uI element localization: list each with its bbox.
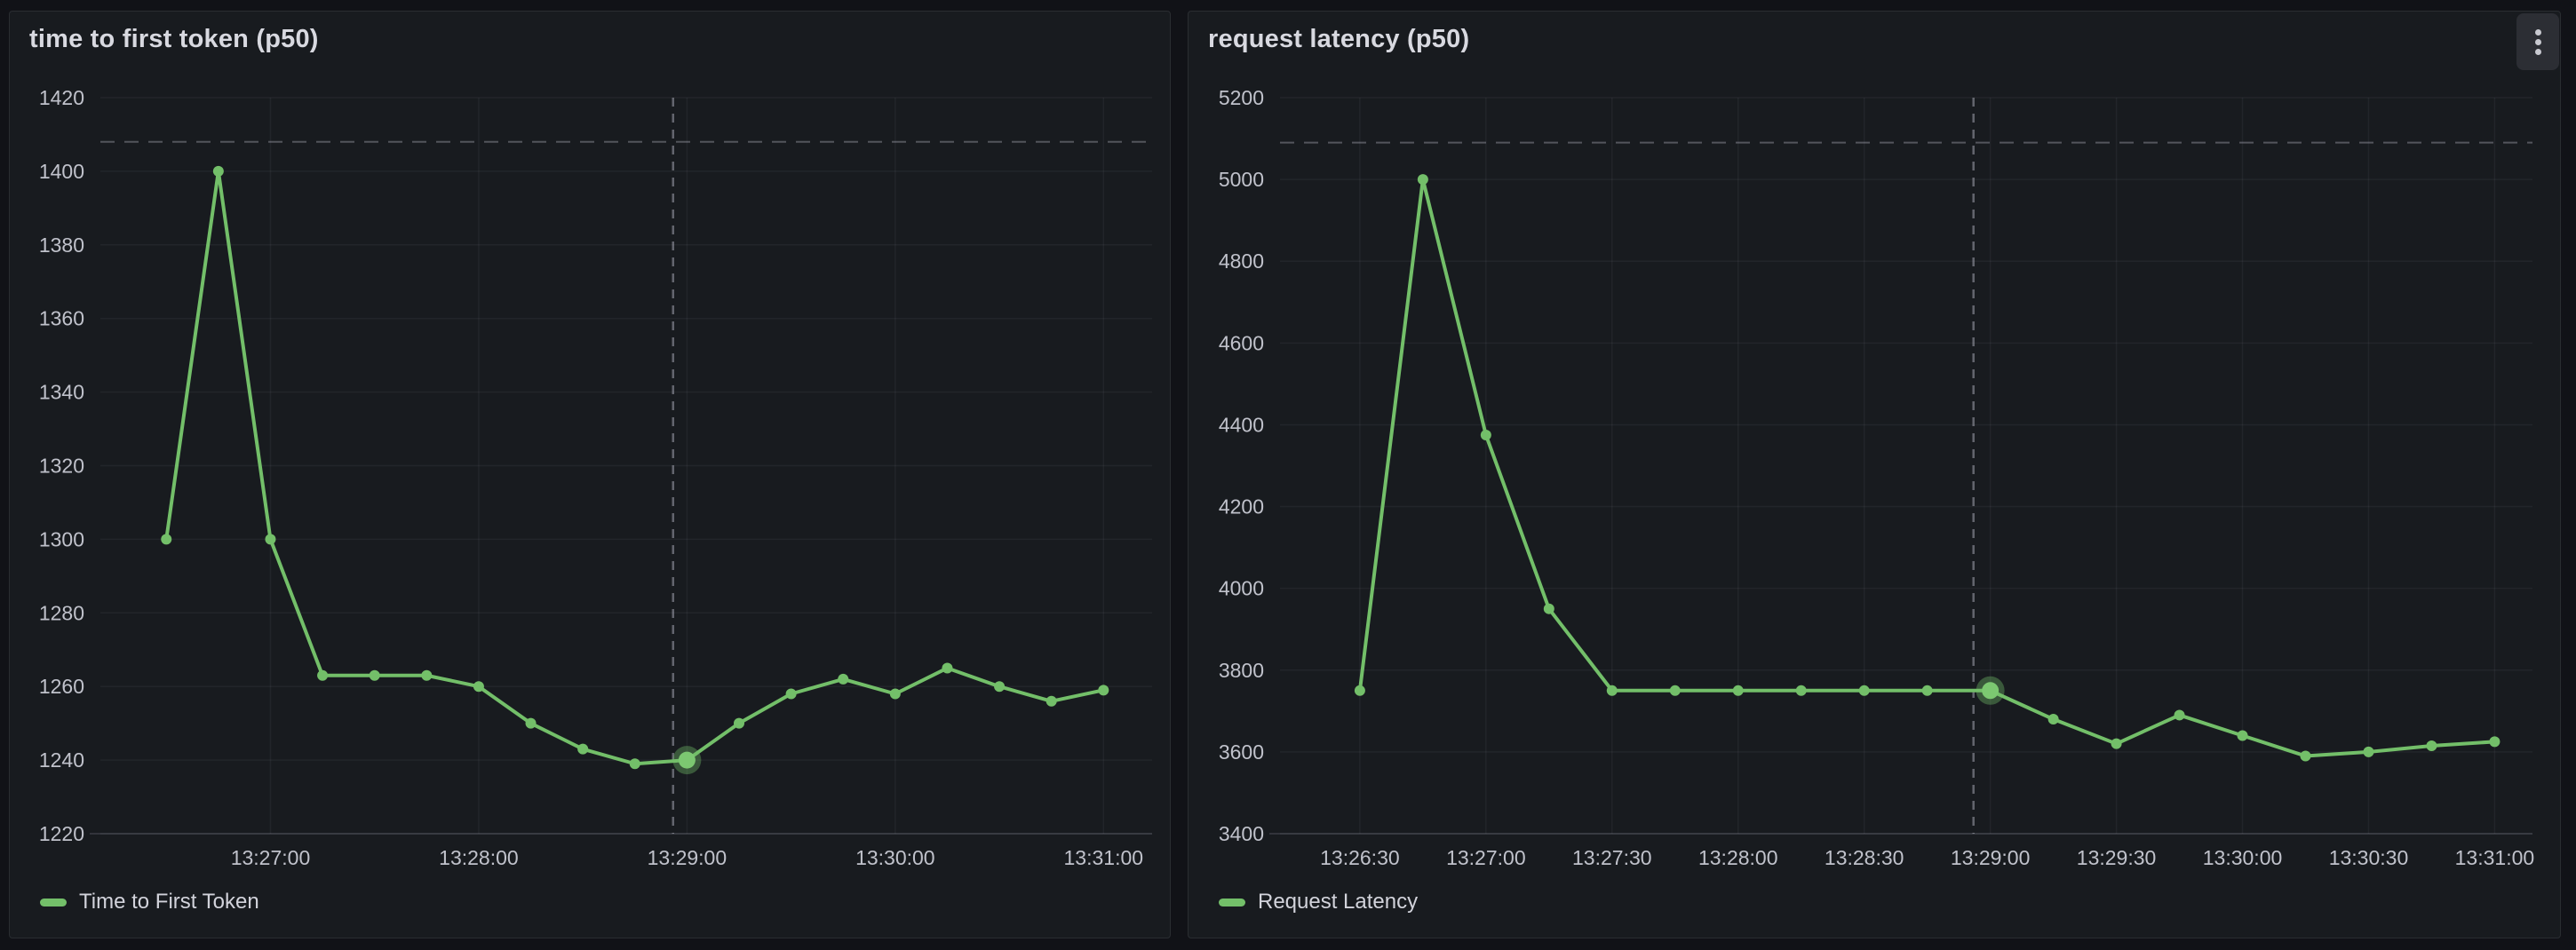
series-line — [164, 169, 1106, 766]
data-point[interactable] — [1354, 685, 1365, 696]
data-point[interactable] — [161, 534, 172, 545]
data-point[interactable] — [889, 688, 901, 700]
x-axis-tick-label: 13:31:00 — [2455, 846, 2535, 869]
highlighted-point[interactable] — [678, 751, 696, 769]
data-point[interactable] — [1543, 603, 1554, 614]
data-point[interactable] — [838, 673, 849, 685]
y-axis-tick-label: 1280 — [39, 601, 84, 624]
legend-label: Request Latency — [1258, 890, 1419, 914]
x-axis-tick-label: 13:30:00 — [2203, 846, 2283, 869]
data-point[interactable] — [1046, 695, 1057, 707]
data-point[interactable] — [1417, 174, 1428, 186]
y-axis-tick-label: 1240 — [39, 748, 84, 772]
panel-title[interactable]: request latency (p50) — [1208, 25, 1470, 53]
data-point[interactable] — [2111, 738, 2122, 749]
panel-title[interactable]: time to first token (p50) — [29, 25, 319, 53]
x-axis-tick-label: 13:29:00 — [1951, 846, 2031, 869]
data-point[interactable] — [994, 681, 1006, 693]
data-point[interactable] — [2426, 740, 2437, 751]
y-axis-tick-label: 1340 — [39, 381, 84, 404]
y-axis-tick-label: 4600 — [1219, 331, 1264, 354]
data-point[interactable] — [1858, 685, 1870, 696]
y-axis-tick-label: 1400 — [39, 160, 84, 183]
x-axis-tick-label: 13:28:00 — [1698, 846, 1778, 869]
data-point[interactable] — [733, 717, 744, 729]
panel-menu-button[interactable] — [2516, 13, 2559, 70]
time-series-chart[interactable]: 1220 1240 1260 1280 1300 1320 1340 1360 1380 1400… — [10, 12, 1172, 939]
data-point[interactable] — [317, 669, 329, 681]
y-axis-tick-label: 1320 — [39, 455, 84, 478]
data-point[interactable] — [1732, 685, 1744, 696]
x-axis-tick-label: 13:30:00 — [855, 846, 935, 869]
y-axis-tick-label: 3600 — [1219, 740, 1264, 764]
x-axis-tick-label: 13:27:00 — [231, 846, 311, 869]
legend-label: Time to First Token — [79, 890, 259, 914]
data-point[interactable] — [212, 165, 224, 177]
data-point[interactable] — [421, 669, 433, 681]
x-axis-tick-label: 13:30:30 — [2329, 846, 2409, 869]
y-axis-tick-label: 4800 — [1219, 249, 1264, 273]
data-point[interactable] — [1921, 685, 1933, 696]
legend-item[interactable]: Time to First Token — [40, 890, 259, 914]
data-point[interactable] — [629, 758, 640, 770]
x-axis-tick-label: 13:31:00 — [1064, 846, 1144, 869]
x-axis-tick-label: 13:27:00 — [1446, 846, 1526, 869]
data-point[interactable] — [1098, 685, 1109, 696]
data-point[interactable] — [2489, 736, 2500, 748]
legend-item[interactable]: Request Latency — [1219, 890, 1418, 914]
y-axis-tick-label: 5000 — [1219, 168, 1264, 191]
data-point[interactable] — [1480, 429, 1491, 440]
y-axis-tick-label: 1420 — [39, 86, 84, 109]
y-axis-tick-label: 1380 — [39, 234, 84, 257]
data-point[interactable] — [473, 681, 484, 693]
x-axis-tick-label: 13:29:30 — [2077, 846, 2157, 869]
y-axis-tick-label: 5200 — [1219, 86, 1264, 109]
data-point[interactable] — [942, 662, 953, 674]
data-point[interactable] — [577, 743, 589, 755]
time-series-chart[interactable]: 3400 3600 3800 4000 4200 4400 4600 4800 5000 5200… — [1189, 12, 2562, 939]
x-axis-tick-label: 13:28:30 — [1825, 846, 1904, 869]
data-point[interactable] — [1606, 685, 1618, 696]
legend-swatch-icon — [40, 898, 67, 906]
y-axis-tick-label: 4400 — [1219, 413, 1264, 436]
kebab-menu-icon — [2534, 28, 2541, 55]
data-point[interactable] — [525, 717, 537, 729]
x-axis-tick-label: 13:27:30 — [1572, 846, 1652, 869]
y-axis-tick-label: 1300 — [39, 527, 84, 550]
data-point[interactable] — [2237, 730, 2248, 741]
y-axis-tick-label: 4000 — [1219, 577, 1264, 600]
data-point[interactable] — [265, 534, 276, 545]
x-axis-tick-label: 13:28:00 — [439, 846, 519, 869]
data-point[interactable] — [785, 688, 797, 700]
data-point[interactable] — [2300, 750, 2311, 762]
y-axis-tick-label: 4200 — [1219, 495, 1264, 519]
x-axis-tick-label: 13:29:00 — [648, 846, 727, 869]
y-axis-tick-label: 1220 — [39, 822, 84, 845]
y-axis-tick-label: 1360 — [39, 307, 84, 330]
panel-request-latency: request latency (p50) 3400 3600 3800 4000 42… — [1188, 11, 2561, 938]
data-point[interactable] — [369, 669, 380, 681]
panel-time-to-first-token: time to first token (p50) 1220 1240 1260 12… — [9, 11, 1171, 938]
legend-swatch-icon — [1219, 898, 1245, 906]
y-axis-tick-label: 3800 — [1219, 659, 1264, 682]
data-point[interactable] — [2363, 746, 2374, 757]
data-point[interactable] — [1669, 685, 1681, 696]
data-point[interactable] — [2174, 709, 2185, 721]
data-point[interactable] — [2047, 714, 2059, 725]
x-axis-tick-label: 13:26:30 — [1320, 846, 1400, 869]
highlighted-point[interactable] — [1982, 682, 2000, 700]
y-axis-tick-label: 3400 — [1219, 822, 1264, 845]
y-axis-tick-label: 1260 — [39, 675, 84, 698]
data-point[interactable] — [1795, 685, 1807, 696]
